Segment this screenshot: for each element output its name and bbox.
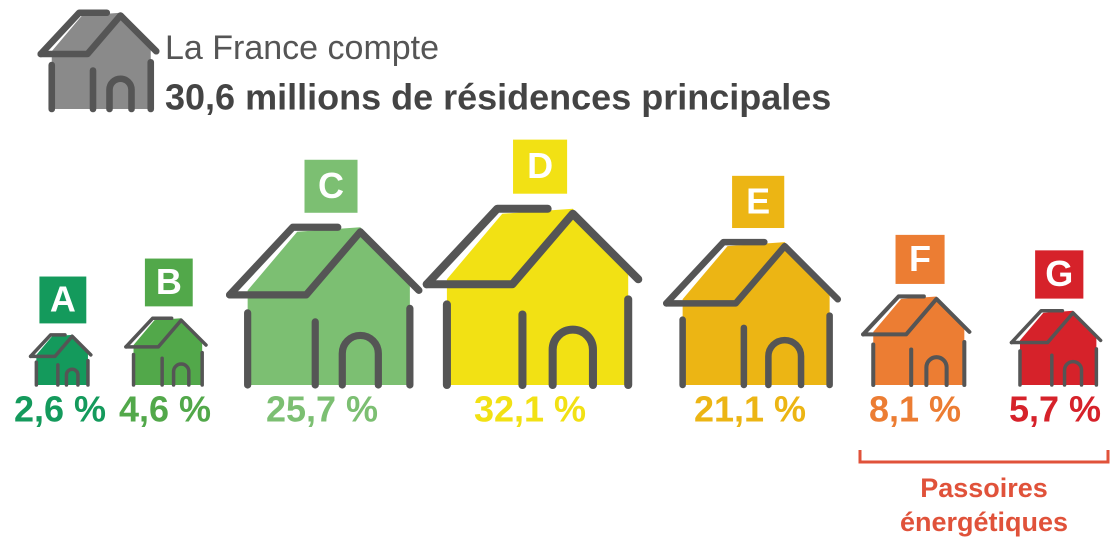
roof-line xyxy=(861,296,972,337)
house-fill xyxy=(1019,310,1097,385)
door xyxy=(548,325,597,390)
roof-line xyxy=(663,242,842,307)
house-outline xyxy=(861,294,972,388)
letter-box xyxy=(732,175,785,229)
letter-box xyxy=(39,276,87,324)
letter-box xyxy=(513,139,568,194)
house xyxy=(663,238,842,389)
house xyxy=(1009,308,1103,387)
roof-line xyxy=(422,209,643,289)
letter-box xyxy=(144,258,193,307)
category-label: D xyxy=(527,145,553,186)
house-fill xyxy=(36,334,88,385)
door xyxy=(765,336,805,389)
category-label: E xyxy=(746,180,770,221)
house-outline xyxy=(1009,308,1103,387)
header-icon xyxy=(37,9,160,113)
roof-line xyxy=(28,333,67,359)
subtitle: 30,6 millions de résidences principales xyxy=(165,77,831,118)
value-label: 21,1 % xyxy=(694,389,806,430)
house xyxy=(28,333,93,387)
letter-box xyxy=(895,234,945,284)
roof-line xyxy=(28,334,93,359)
category-label: G xyxy=(1045,253,1073,294)
house xyxy=(226,223,423,389)
title: La France compte xyxy=(165,29,439,67)
roof-line xyxy=(1009,311,1103,345)
bracket xyxy=(858,450,1110,464)
house xyxy=(861,294,972,388)
house-outline xyxy=(28,333,93,387)
category-label: A xyxy=(50,278,76,319)
house-fill xyxy=(446,208,629,385)
value-label: 5,7 % xyxy=(1009,389,1101,430)
roof-line xyxy=(1009,308,1065,345)
value-label: 4,6 % xyxy=(119,389,211,430)
value-label: 25,7 % xyxy=(266,389,378,430)
roof-line xyxy=(124,318,208,349)
roof-line xyxy=(663,238,768,307)
house-outline xyxy=(663,238,842,389)
door xyxy=(924,355,949,388)
category-label: B xyxy=(156,261,182,302)
roof-line xyxy=(226,223,342,299)
value-label: 2,6 % xyxy=(14,389,106,430)
house-outline xyxy=(422,204,643,390)
door xyxy=(338,331,382,389)
house xyxy=(422,204,643,390)
house-fill xyxy=(247,227,410,385)
letter-box xyxy=(1035,250,1084,299)
letter-box xyxy=(304,159,358,213)
category-label: C xyxy=(318,165,344,206)
roof-line xyxy=(422,204,552,289)
roof-line xyxy=(861,294,926,337)
house-outline xyxy=(226,223,423,389)
house xyxy=(124,316,208,387)
house-fill xyxy=(682,242,830,385)
value-label: 8,1 % xyxy=(869,389,961,430)
house-fill xyxy=(133,318,203,385)
roof-line xyxy=(226,228,423,299)
door xyxy=(1062,359,1084,387)
value-label: 32,1 % xyxy=(474,389,586,430)
door xyxy=(64,367,80,387)
annotation: Passoires énergétiques xyxy=(900,473,1068,537)
house-outline xyxy=(124,316,208,387)
door xyxy=(171,362,191,387)
house-fill xyxy=(873,296,965,385)
category-label: F xyxy=(909,238,931,279)
roof-line xyxy=(124,316,174,349)
